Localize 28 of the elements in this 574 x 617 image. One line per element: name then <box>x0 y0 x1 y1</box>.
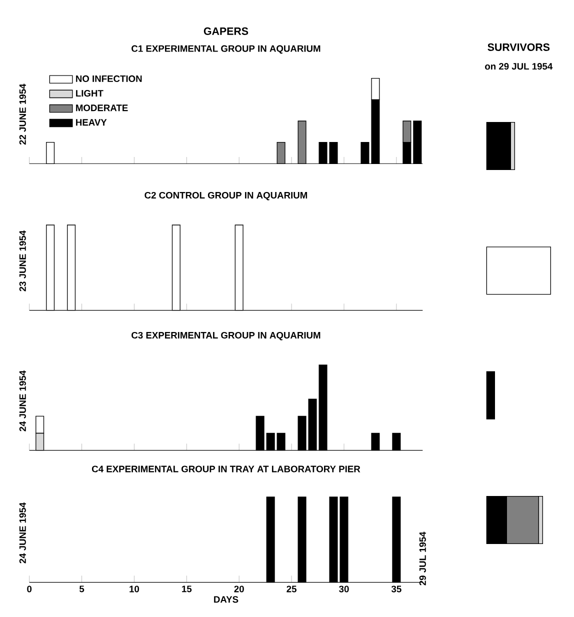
chart-title: SURVIVORS <box>488 43 550 51</box>
x-tick-label: 30 <box>339 586 349 592</box>
x-tick-label: 15 <box>182 586 192 592</box>
chart-title: C3 EXPERIMENTAL GROUP IN AQUARIUM <box>132 332 320 340</box>
y-axis-title: 22 JUNE 1954 <box>19 84 26 145</box>
legend-label: LIGHT <box>76 90 104 97</box>
x-tick-label: 25 <box>286 586 296 592</box>
legend-label: HEAVY <box>76 119 107 126</box>
x-tick-label: 35 <box>391 586 402 592</box>
bar <box>486 371 495 420</box>
legend-label: NO INFECTION <box>76 75 142 82</box>
chart-title: C4 EXPERIMENTAL GROUP IN TRAY AT LABORATORY PIER <box>92 466 360 472</box>
y-axis-title: 24 JUNE 1954 <box>19 370 26 432</box>
chart-subtitle: on 29 JUL 1954 <box>485 63 553 70</box>
annotation: 29 JUL 1954 <box>419 532 426 586</box>
chart-subtitle: C1 EXPERIMENTAL GROUP IN AQUARIUM <box>132 45 320 54</box>
y-axis-title: 24 JUNE 1954 <box>19 502 26 564</box>
chart-title: C2 CONTROL GROUP IN AQUARIUM <box>144 192 308 200</box>
bar <box>486 122 511 170</box>
x-tick-label: 0 <box>27 586 32 592</box>
chart-title: GAPERS <box>204 27 248 35</box>
x-tick-label: 5 <box>79 586 84 592</box>
bar <box>486 246 551 295</box>
x-axis-title: DAYS <box>214 596 238 603</box>
x-tick-label: 10 <box>130 586 140 592</box>
legend-label: MODERATE <box>76 104 128 112</box>
x-tick-label: 20 <box>234 586 244 592</box>
y-axis-title: 23 JUNE 1954 <box>19 230 26 292</box>
